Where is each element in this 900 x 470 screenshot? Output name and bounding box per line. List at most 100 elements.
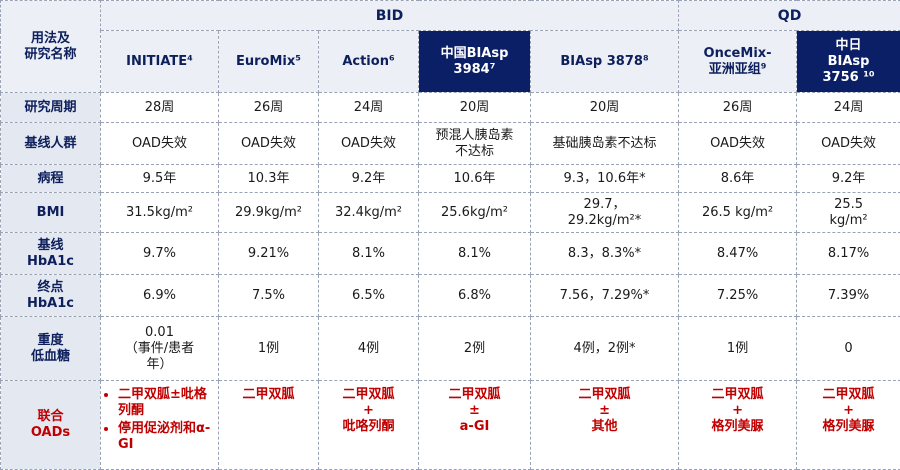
data-cell: 10.3年	[219, 165, 319, 193]
text-line: 20周	[422, 100, 527, 116]
text-line: 25.6kg/m²	[422, 205, 527, 221]
text-line: +	[800, 403, 897, 419]
bullet-list: 二甲双胍±吡格列酮停用促泌剂和α-GI	[104, 387, 215, 453]
text-line: 29.7，	[534, 197, 675, 213]
text-line: 二甲双胍	[800, 387, 897, 403]
bullet-item: 二甲双胍±吡格列酮	[118, 387, 215, 419]
text-line: 中国BIAsp	[422, 46, 527, 62]
data-cell: 31.5kg/m²	[101, 193, 219, 233]
text-line: 不达标	[422, 144, 527, 160]
data-cell: 8.1%	[319, 233, 419, 275]
text-line: 4例	[322, 341, 415, 357]
text-line: 年）	[104, 357, 215, 373]
text-line: 25.5	[800, 197, 897, 213]
data-cell: OAD失效	[319, 123, 419, 165]
text-line: +	[682, 403, 793, 419]
text-line: kg/m²	[800, 213, 897, 229]
data-cell: 8.17%	[797, 233, 900, 275]
data-cell: 二甲双胍±a-GI	[419, 381, 531, 470]
text-line: OAD失效	[322, 136, 415, 152]
text-line: 6.5%	[322, 288, 415, 304]
text-line: 0	[800, 341, 897, 357]
text-line: 联合	[4, 409, 97, 425]
text-line: 0.01	[104, 325, 215, 341]
text-line: OADs	[4, 425, 97, 441]
row-label: 研究周期	[1, 93, 101, 123]
data-cell: 32.4kg/m²	[319, 193, 419, 233]
study-header: BIAsp 3878⁸	[531, 31, 679, 93]
data-cell: 二甲双胍+格列美脲	[679, 381, 797, 470]
data-cell: 24周	[319, 93, 419, 123]
data-cell: 26周	[679, 93, 797, 123]
text-line: 二甲双胍	[534, 387, 675, 403]
text-line: 3756 ¹⁰	[800, 70, 897, 86]
text-line: 4例，2例*	[534, 341, 675, 357]
text-line: OAD失效	[104, 136, 215, 152]
text-line: 其他	[534, 419, 675, 435]
text-line: 20周	[534, 100, 675, 116]
text-line: 29.2kg/m²*	[534, 213, 675, 229]
text-line: +	[322, 403, 415, 419]
data-cell: 二甲双胍+格列美脲	[797, 381, 900, 470]
data-cell: 7.39%	[797, 275, 900, 317]
data-cell: 4例，2例*	[531, 317, 679, 381]
text-line: 26周	[222, 100, 315, 116]
study-header: EuroMix⁵	[219, 31, 319, 93]
data-cell: 29.9kg/m²	[219, 193, 319, 233]
data-cell: 7.5%	[219, 275, 319, 317]
data-cell: 二甲双胍	[219, 381, 319, 470]
text-line: ±	[422, 403, 527, 419]
data-cell: 基础胰岛素不达标	[531, 123, 679, 165]
text-line: HbA1c	[4, 254, 97, 270]
text-line: 32.4kg/m²	[322, 205, 415, 221]
text-line: 8.17%	[800, 246, 897, 262]
text-line: a-GI	[422, 419, 527, 435]
data-row: BMI 31.5kg/m² 29.9kg/m² 32.4kg/m² 25.6kg/m² 2…	[1, 193, 900, 233]
text-line: BIAsp	[800, 54, 897, 70]
text-line: 重度	[4, 333, 97, 349]
text-line: OAD失效	[222, 136, 315, 152]
text-line: 格列美脲	[682, 419, 793, 435]
data-cell: 26.5 kg/m²	[679, 193, 797, 233]
text-line: BMI	[4, 205, 97, 221]
data-cell: 9.7%	[101, 233, 219, 275]
text-line: 二甲双胍	[422, 387, 527, 403]
text-line: 29.9kg/m²	[222, 205, 315, 221]
row-label: 重度低血糖	[1, 317, 101, 381]
text-line: 9.2年	[322, 171, 415, 187]
text-line: 31.5kg/m²	[104, 205, 215, 221]
data-cell: OAD失效	[679, 123, 797, 165]
data-cell: OAD失效	[219, 123, 319, 165]
data-cell: 8.3，8.3%*	[531, 233, 679, 275]
bullet-item: 停用促泌剂和α-GI	[118, 421, 215, 453]
text-line: 病程	[4, 171, 97, 187]
study-header: OnceMix-亚洲亚组⁹	[679, 31, 797, 93]
text-line: 基线	[4, 238, 97, 254]
row-label: 病程	[1, 165, 101, 193]
data-cell: 9.2年	[797, 165, 900, 193]
text-line: Action⁶	[322, 54, 415, 70]
text-line: 1例	[222, 341, 315, 357]
text-line: OnceMix-	[682, 46, 793, 62]
text-line: BIAsp 3878⁸	[534, 54, 675, 70]
text-line: 基线人群	[4, 136, 97, 152]
study-header: Action⁶	[319, 31, 419, 93]
data-cell: 9.5年	[101, 165, 219, 193]
data-cell: 二甲双胍+吡咯列酮	[319, 381, 419, 470]
data-cell: 24周	[797, 93, 900, 123]
text-line: 3984⁷	[422, 62, 527, 78]
data-cell: 26周	[219, 93, 319, 123]
data-cell: 20周	[531, 93, 679, 123]
text-line: 1例	[682, 341, 793, 357]
text-line: OAD失效	[682, 136, 793, 152]
group-header: BID	[101, 1, 679, 31]
